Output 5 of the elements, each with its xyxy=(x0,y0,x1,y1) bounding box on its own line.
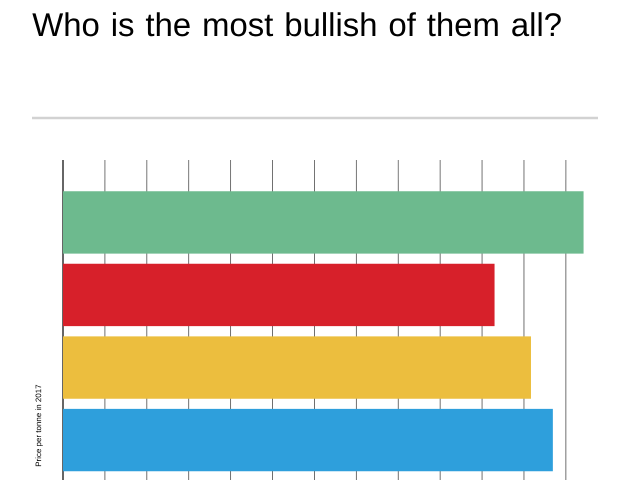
bar xyxy=(63,191,584,254)
bar xyxy=(63,264,495,326)
chart-title: Who is the most bullish of them all? xyxy=(32,12,561,36)
bar xyxy=(63,408,553,472)
bar xyxy=(63,336,531,399)
